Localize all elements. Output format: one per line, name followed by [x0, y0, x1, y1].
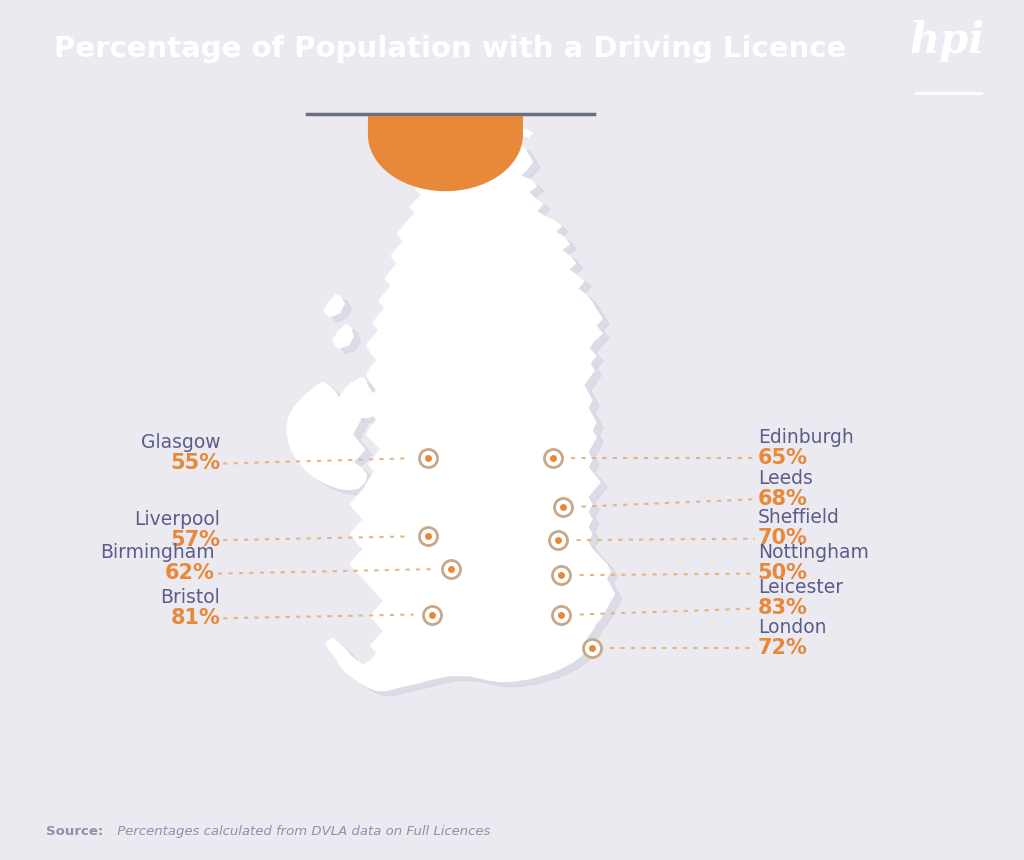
Text: Percentages calculated from DVLA data on Full Licences: Percentages calculated from DVLA data on…: [113, 825, 490, 838]
Text: 55%: 55%: [170, 453, 220, 473]
Polygon shape: [340, 329, 360, 353]
Polygon shape: [294, 388, 374, 494]
Text: 83%: 83%: [758, 599, 808, 618]
Polygon shape: [326, 144, 614, 691]
Text: hpi: hpi: [909, 20, 985, 62]
Polygon shape: [333, 324, 353, 348]
Text: Liverpool: Liverpool: [134, 510, 220, 529]
Polygon shape: [331, 300, 351, 322]
Text: Birmingham: Birmingham: [100, 544, 215, 562]
Text: Bristol: Bristol: [161, 588, 220, 607]
Text: 70%: 70%: [758, 528, 808, 549]
Polygon shape: [338, 378, 381, 417]
Polygon shape: [515, 125, 532, 137]
Text: 62%: 62%: [165, 563, 215, 583]
Text: Nottingham: Nottingham: [758, 544, 868, 562]
Text: Edinburgh: Edinburgh: [758, 428, 854, 447]
Text: Source:: Source:: [46, 825, 103, 838]
Polygon shape: [333, 150, 622, 696]
Text: 68%: 68%: [758, 488, 808, 509]
Polygon shape: [345, 384, 388, 422]
Polygon shape: [287, 383, 367, 489]
Text: 72%: 72%: [758, 637, 808, 658]
Text: 65%: 65%: [758, 448, 808, 468]
Text: 57%: 57%: [170, 530, 220, 550]
Text: Sheffield: Sheffield: [758, 508, 840, 527]
Text: Leicester: Leicester: [758, 579, 843, 598]
Text: Percentage of Population with a Driving Licence: Percentage of Population with a Driving …: [54, 34, 847, 63]
Text: Leeds: Leeds: [758, 469, 813, 488]
Text: 81%: 81%: [170, 608, 220, 628]
Text: 50%: 50%: [758, 563, 808, 583]
Polygon shape: [369, 116, 522, 190]
Text: Glasgow: Glasgow: [140, 433, 220, 452]
Text: London: London: [758, 617, 826, 636]
Polygon shape: [324, 295, 344, 317]
